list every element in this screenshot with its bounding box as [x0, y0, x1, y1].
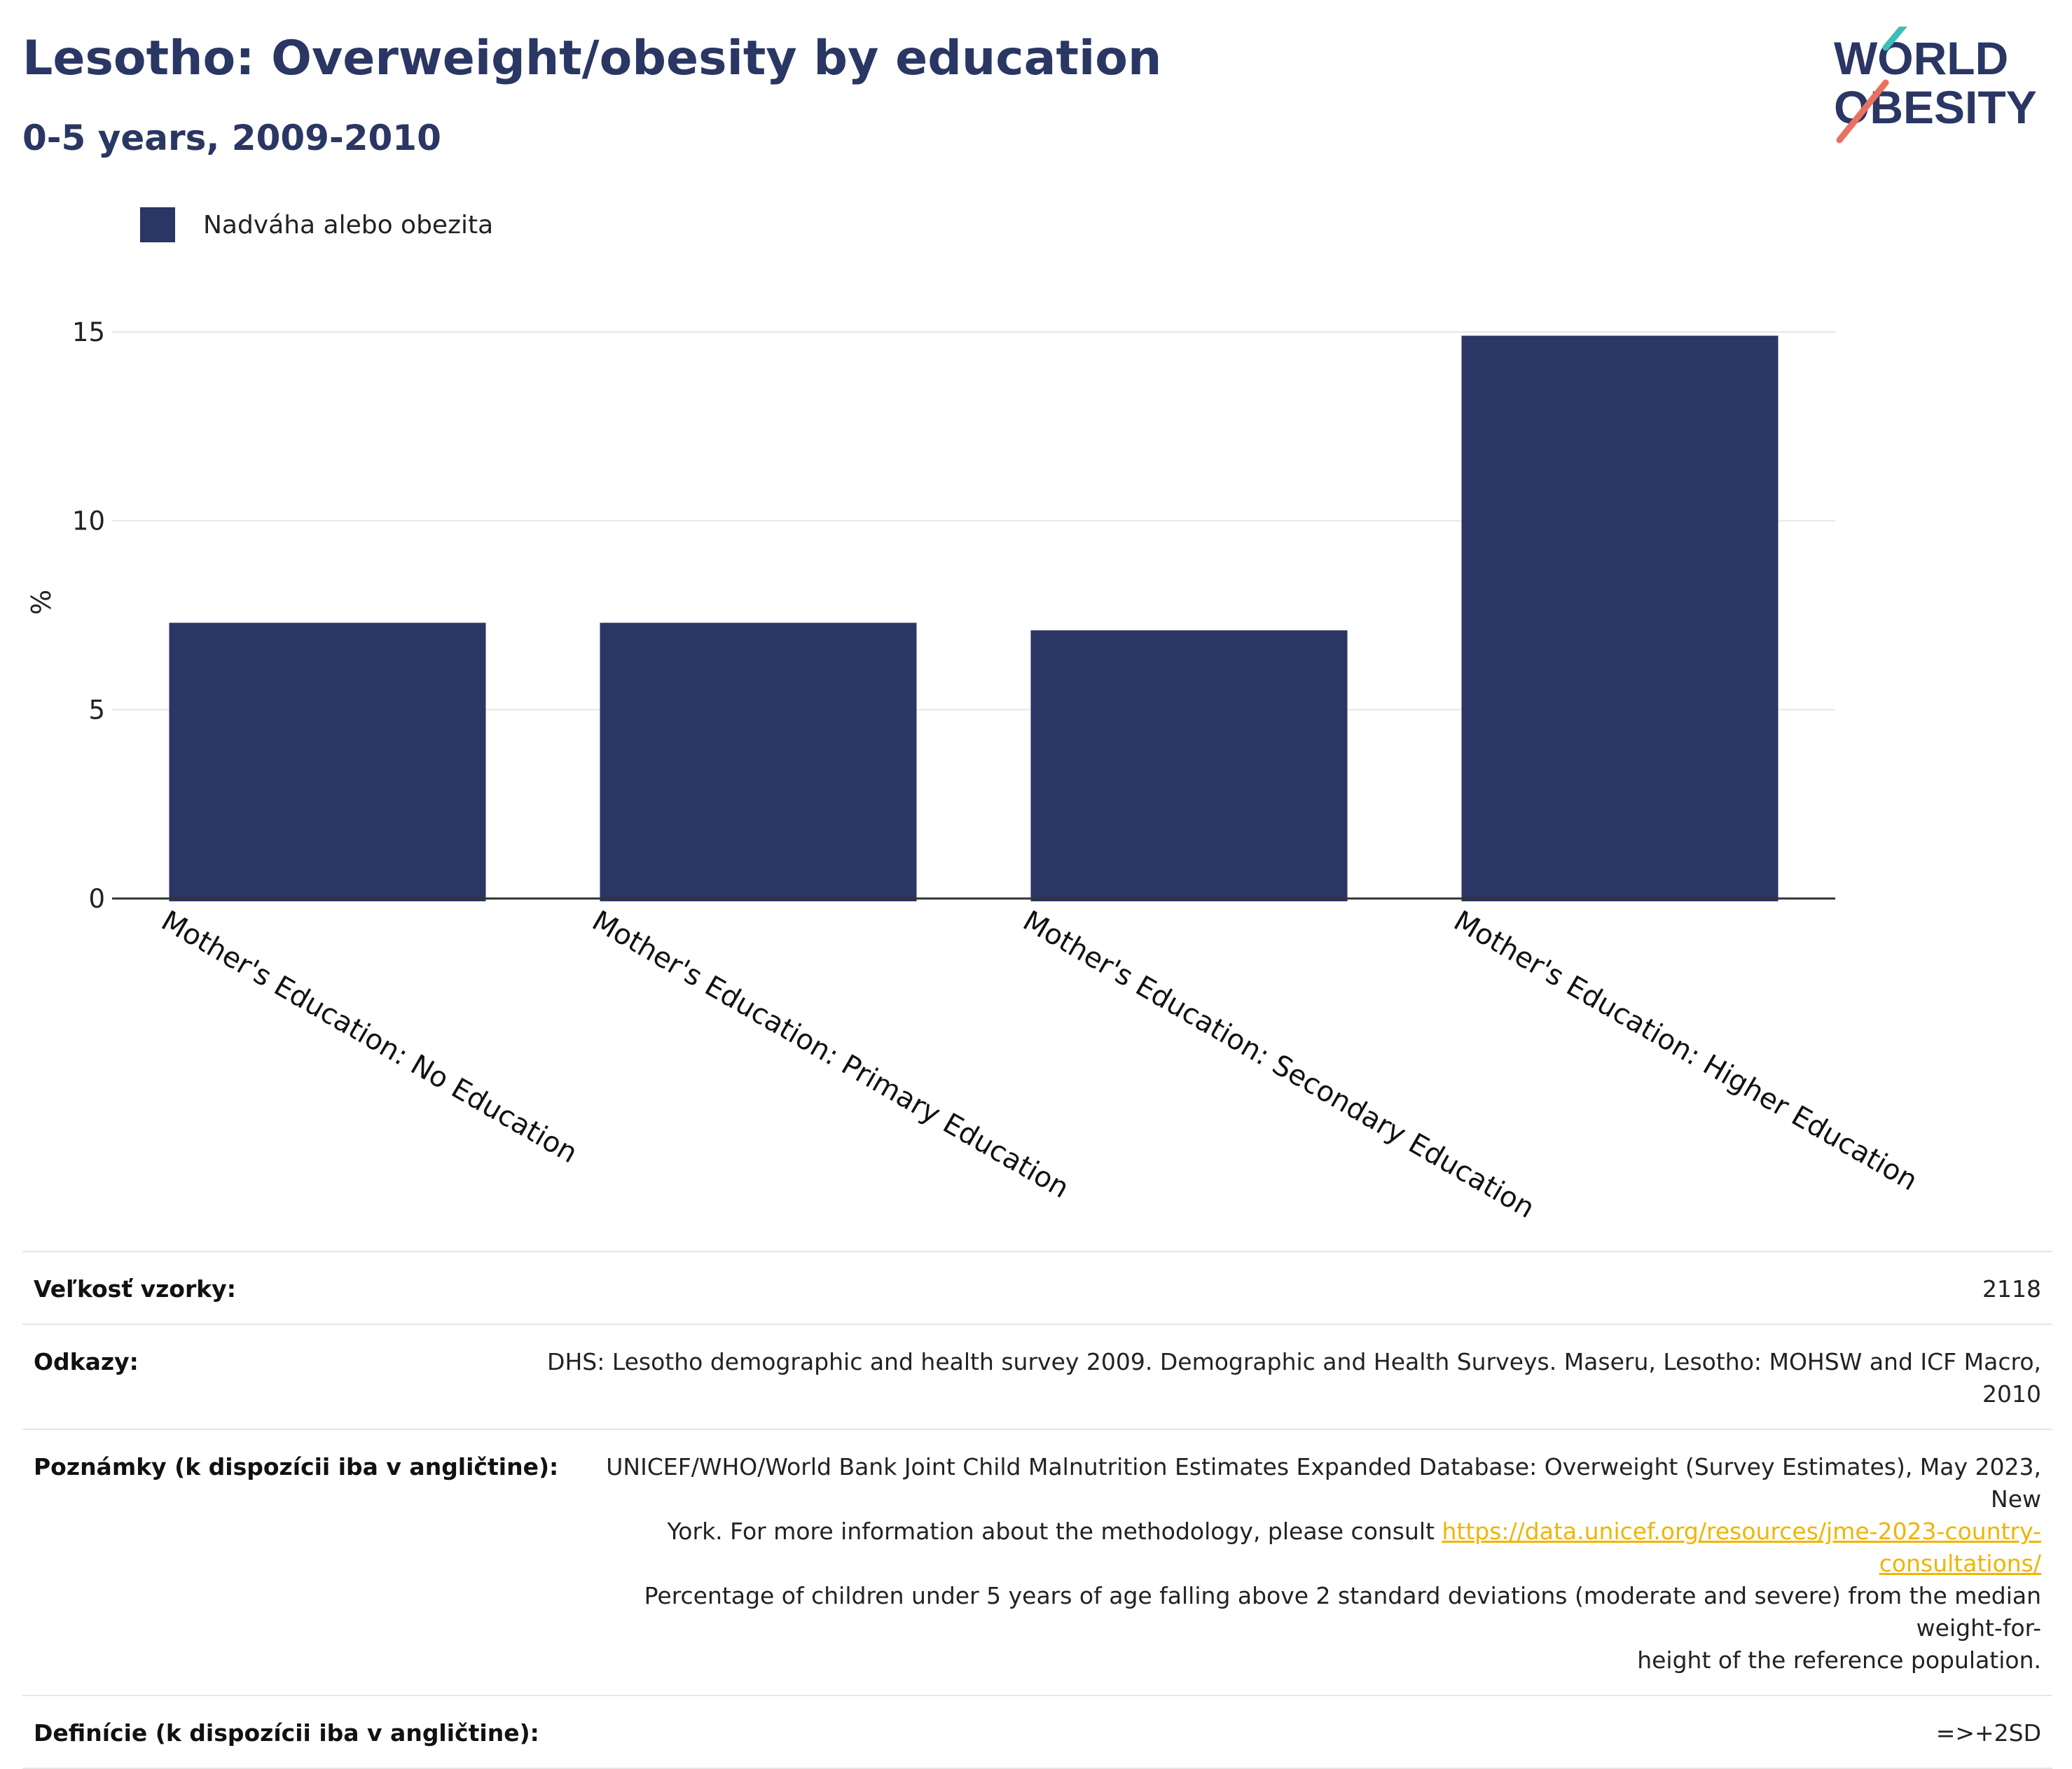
- notes-line-2: York. For more information about the met…: [667, 1518, 1442, 1545]
- chart-legend: Nadváha alebo obezita: [140, 207, 493, 242]
- metadata-table: Veľkosť vzorky: 2118 Odkazy: DHS: Lesoth…: [22, 1251, 2052, 1769]
- bar: [1030, 630, 1348, 901]
- sample-size-label: Veľkosť vzorky:: [34, 1275, 236, 1303]
- references-label: Odkazy:: [34, 1348, 139, 1375]
- y-tick-label: 5: [88, 695, 105, 725]
- notes-label: Poznámky (k dispozícii iba v angličtine)…: [34, 1453, 559, 1480]
- x-tick-label: Mother's Education: Secondary Education: [1018, 905, 1540, 1225]
- notes-line-3: Percentage of children under 5 years of …: [644, 1582, 2041, 1642]
- world-obesity-logo: WORLD OBESITY: [1834, 27, 2037, 144]
- y-axis-label: %: [26, 590, 57, 615]
- x-tick-label: Mother's Education: No Education: [156, 905, 583, 1170]
- chart-title: Lesotho: Overweight/obesity by education: [22, 31, 1162, 86]
- definitions-row: Definície (k dispozícii iba v angličtine…: [22, 1695, 2052, 1769]
- notes-link[interactable]: https://data.unicef.org/resources/jme-20…: [1442, 1518, 2042, 1577]
- notes-row: Poznámky (k dispozícii iba v angličtine)…: [22, 1429, 2052, 1695]
- logo-line1: WORLD: [1834, 32, 2008, 84]
- bar: [600, 623, 917, 901]
- x-tick-label: Mother's Education: Higher Education: [1449, 905, 1923, 1198]
- notes-value: UNICEF/WHO/World Bank Joint Child Malnut…: [558, 1451, 2041, 1677]
- legend-swatch: [140, 207, 175, 242]
- bar: [169, 623, 486, 901]
- chart-subtitle: 0-5 years, 2009-2010: [22, 118, 441, 158]
- definitions-value: =>+2SD: [1935, 1719, 2041, 1747]
- sample-size-value: 2118: [1982, 1275, 2041, 1303]
- notes-line-1: UNICEF/WHO/World Bank Joint Child Malnut…: [606, 1453, 2041, 1513]
- x-tick-label: Mother's Education: Primary Education: [587, 905, 1075, 1205]
- notes-line-4: height of the reference population.: [1637, 1646, 2041, 1674]
- legend-label: Nadváha alebo obezita: [203, 210, 494, 240]
- definitions-label: Definície (k dispozícii iba v angličtine…: [34, 1719, 539, 1747]
- references-value: DHS: Lesotho demographic and health surv…: [547, 1348, 2041, 1408]
- y-tick-label: 10: [72, 506, 105, 536]
- sample-size-row: Veľkosť vzorky: 2118: [22, 1251, 2052, 1324]
- y-tick-label: 0: [88, 884, 105, 914]
- references-row: Odkazy: DHS: Lesotho demographic and hea…: [22, 1324, 2052, 1429]
- bars: [169, 335, 1779, 902]
- bar: [1461, 335, 1779, 902]
- y-tick-label: 15: [72, 317, 105, 347]
